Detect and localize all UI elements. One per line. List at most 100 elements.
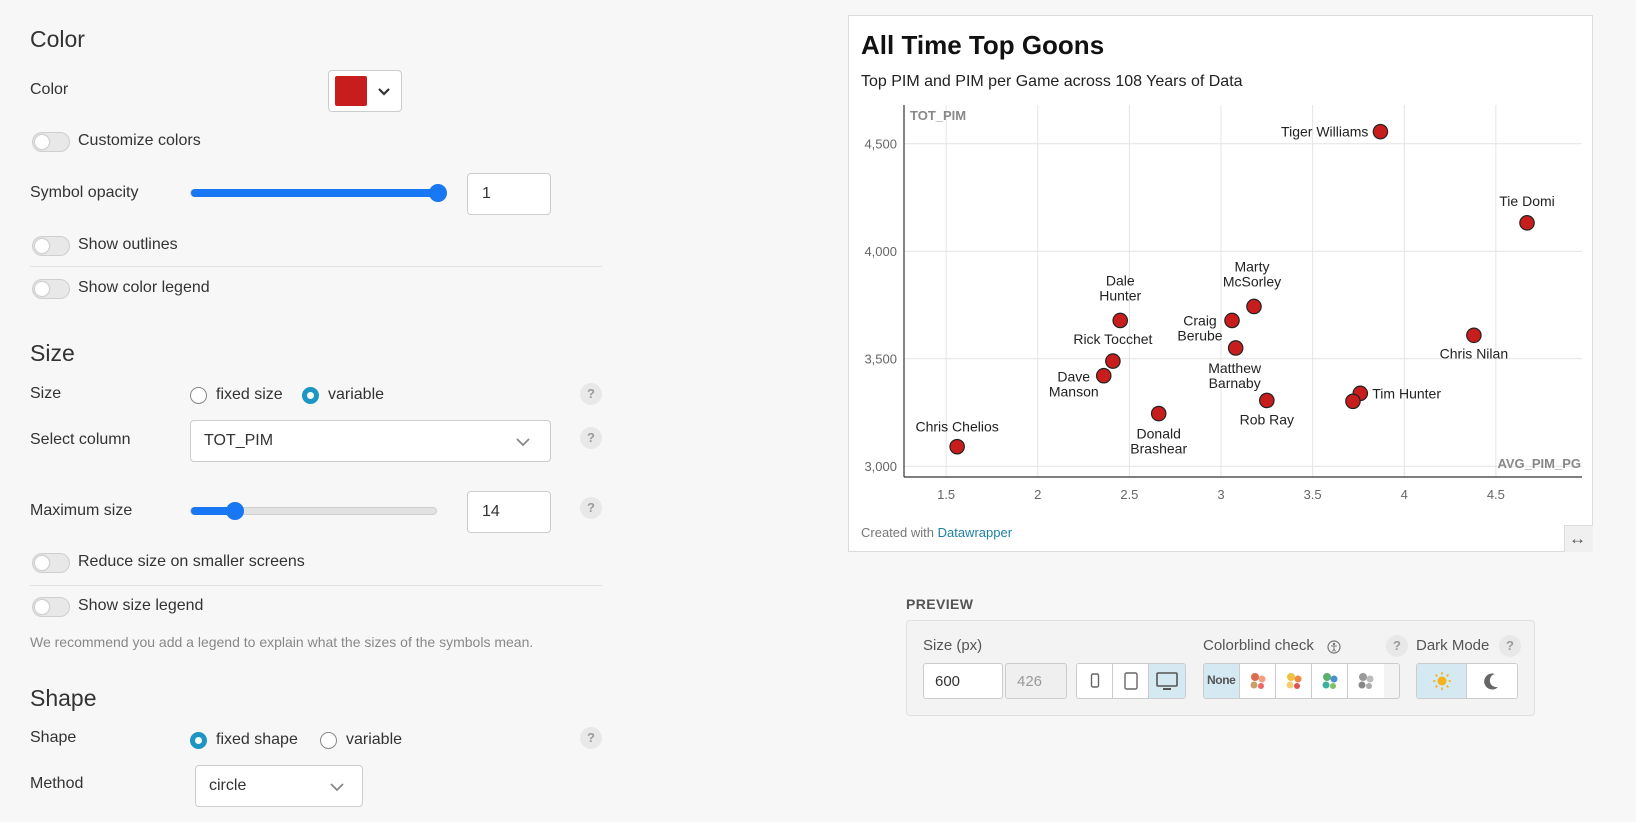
help-icon[interactable]: ? [580,383,602,405]
colorblind-none-button[interactable]: None [1204,664,1240,698]
fixed-shape-label: fixed shape [216,731,298,748]
point-label: Craig [1183,312,1216,328]
variable-shape-label: variable [346,731,403,748]
colorblind-label: Colorblind check [1203,637,1314,654]
dark-mode-button[interactable] [1467,664,1517,698]
phone-button[interactable] [1077,664,1113,698]
help-icon[interactable]: ? [1499,635,1521,657]
point-label: Dave [1057,369,1090,385]
help-icon[interactable]: ? [580,427,602,449]
color-swatch [335,76,367,106]
y-axis-title: TOT_PIM [910,108,966,123]
point-label: Rick Tocchet [1073,331,1152,347]
help-icon[interactable]: ? [1386,635,1408,657]
symbol-opacity-slider[interactable] [190,184,447,202]
slider-fill [191,507,236,515]
chevron-down-icon [378,88,390,96]
point-label: Barnaby [1209,375,1261,391]
tablet-button[interactable] [1113,664,1149,698]
data-point [949,438,965,455]
point-label: Chris Nilan [1440,345,1508,361]
data-point [1466,327,1482,344]
show-size-legend-label: Show size legend [78,597,204,614]
show-color-legend-toggle[interactable] [32,279,70,299]
colorblind-grayscale-button[interactable] [1348,664,1384,698]
method-label: Method [30,775,84,792]
help-icon[interactable]: ? [580,497,602,519]
x-axis-title: AVG_PIM_PG [1497,456,1581,471]
point-label: Manson [1049,384,1099,400]
moon-icon [1484,673,1498,690]
show-color-legend-label: Show color legend [78,279,210,296]
dots-icon [1286,673,1302,689]
slider-handle[interactable] [226,502,245,520]
reduce-size-toggle[interactable] [32,553,70,573]
point-label: Hunter [1099,287,1141,303]
point-label: Brashear [1130,441,1187,457]
size-px-label: Size (px) [923,637,983,654]
desktop-button[interactable] [1149,664,1185,698]
colorblind-protanopia-button[interactable] [1240,664,1276,698]
data-point [1345,393,1361,410]
data-point [1372,123,1389,140]
expand-button[interactable]: ↔ [1564,525,1593,552]
sun-icon [1433,672,1451,690]
data-point [1112,312,1129,329]
x-tick-label: 2 [1034,487,1041,502]
color-picker-button[interactable] [328,70,402,112]
footer-prefix: Created with [861,525,938,540]
point-label: Chris Chelios [916,419,999,435]
select-column-dropdown[interactable]: TOT_PIM [190,420,551,462]
phone-icon [1090,673,1100,688]
maximum-size-input[interactable]: 14 [467,491,551,533]
device-size-buttons [1076,663,1186,699]
colorblind-tritanopia-button[interactable] [1312,664,1348,698]
symbol-opacity-input[interactable]: 1 [467,173,551,215]
dots-icon [1322,673,1338,689]
x-tick-label: 3 [1217,487,1224,502]
y-tick-label: 4,000 [864,244,897,259]
light-mode-button[interactable] [1417,664,1467,698]
y-tick-label: 4,500 [864,137,897,152]
show-outlines-toggle[interactable] [32,236,70,256]
chart-subtitle: Top PIM and PIM per Game across 108 Year… [861,73,1243,90]
data-point [1095,367,1112,384]
colorblind-buttons: None [1203,663,1400,699]
colorblind-none-label: None [1207,673,1236,687]
method-value: circle [209,777,247,794]
reduce-size-label: Reduce size on smaller screens [78,553,305,570]
point-label: Tim Hunter [1372,385,1441,401]
data-point [1105,353,1121,369]
x-tick-label: 2.5 [1120,487,1138,502]
method-dropdown[interactable]: circle [195,765,363,807]
datawrapper-link[interactable]: Datawrapper [937,525,1013,540]
point-label: Matthew [1208,360,1262,376]
size-section-title: Size [30,340,75,366]
radio-fixed-shape[interactable] [190,732,207,749]
expand-icon: ↔ [1569,529,1586,548]
slider-handle[interactable] [429,184,447,202]
point-label: McSorley [1223,273,1281,289]
preview-width-input[interactable]: 600 [923,663,1003,699]
help-icon[interactable]: ? [580,727,602,749]
point-label: Marty [1234,258,1269,274]
point-label: Dale [1106,272,1135,288]
point-label: Tie Domi [1499,193,1555,209]
select-column-value: TOT_PIM [204,432,274,449]
radio-variable-shape[interactable] [320,732,337,749]
show-size-legend-toggle[interactable] [32,597,70,617]
dark-mode-buttons [1416,663,1518,699]
y-tick-label: 3,000 [864,459,897,474]
maximum-size-label: Maximum size [30,502,133,519]
customize-colors-toggle[interactable] [32,132,70,152]
tablet-icon [1124,672,1138,690]
data-point [1150,405,1167,422]
point-label: Donald [1137,426,1181,442]
chevron-down-icon [330,783,344,792]
radio-fixed-size[interactable] [190,387,207,404]
variable-size-label: variable [328,386,385,403]
colorblind-deuteranopia-button[interactable] [1276,664,1312,698]
maximum-size-slider[interactable] [190,502,437,520]
radio-variable-size[interactable] [302,387,319,404]
color-section-title: Color [30,26,85,52]
